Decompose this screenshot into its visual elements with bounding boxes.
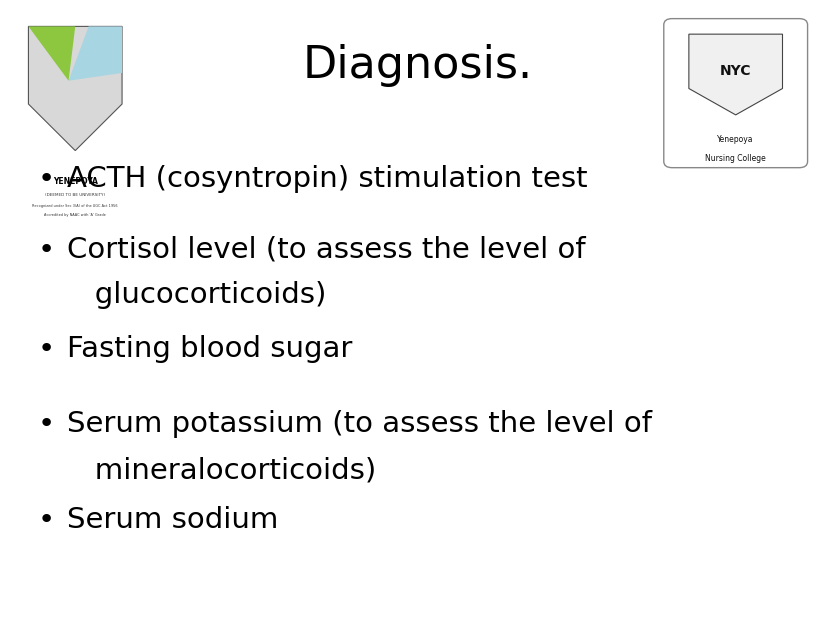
Text: Recognized under Sec 3(A) of the UGC Act 1956: Recognized under Sec 3(A) of the UGC Act… bbox=[33, 204, 118, 207]
Text: •: • bbox=[38, 506, 54, 534]
Text: Diagnosis.: Diagnosis. bbox=[303, 43, 533, 87]
Text: Fasting blood sugar: Fasting blood sugar bbox=[67, 335, 352, 363]
Text: glucocorticoids): glucocorticoids) bbox=[67, 281, 326, 309]
Text: Serum sodium: Serum sodium bbox=[67, 506, 278, 534]
Text: Accredited by NAAC with 'A' Grade: Accredited by NAAC with 'A' Grade bbox=[44, 213, 106, 217]
Text: (DEEMED TO BE UNIVERSITY): (DEEMED TO BE UNIVERSITY) bbox=[45, 193, 105, 196]
Text: ACTH (cosyntropin) stimulation test: ACTH (cosyntropin) stimulation test bbox=[67, 165, 588, 193]
Text: Yenepoya: Yenepoya bbox=[717, 135, 754, 144]
Polygon shape bbox=[28, 27, 75, 81]
Polygon shape bbox=[28, 27, 122, 151]
Text: NYC: NYC bbox=[720, 65, 752, 78]
Text: mineralocorticoids): mineralocorticoids) bbox=[67, 456, 376, 484]
Polygon shape bbox=[689, 34, 782, 115]
Text: •: • bbox=[38, 236, 54, 264]
Text: Cortisol level (to assess the level of: Cortisol level (to assess the level of bbox=[67, 236, 585, 264]
Text: Nursing College: Nursing College bbox=[706, 154, 766, 163]
Text: Serum potassium (to assess the level of: Serum potassium (to assess the level of bbox=[67, 410, 652, 438]
Text: •: • bbox=[38, 410, 54, 438]
FancyBboxPatch shape bbox=[664, 19, 808, 168]
Text: •: • bbox=[38, 165, 54, 193]
Text: •: • bbox=[38, 335, 54, 363]
Polygon shape bbox=[69, 27, 122, 81]
Text: YENEPOYA: YENEPOYA bbox=[53, 177, 98, 186]
